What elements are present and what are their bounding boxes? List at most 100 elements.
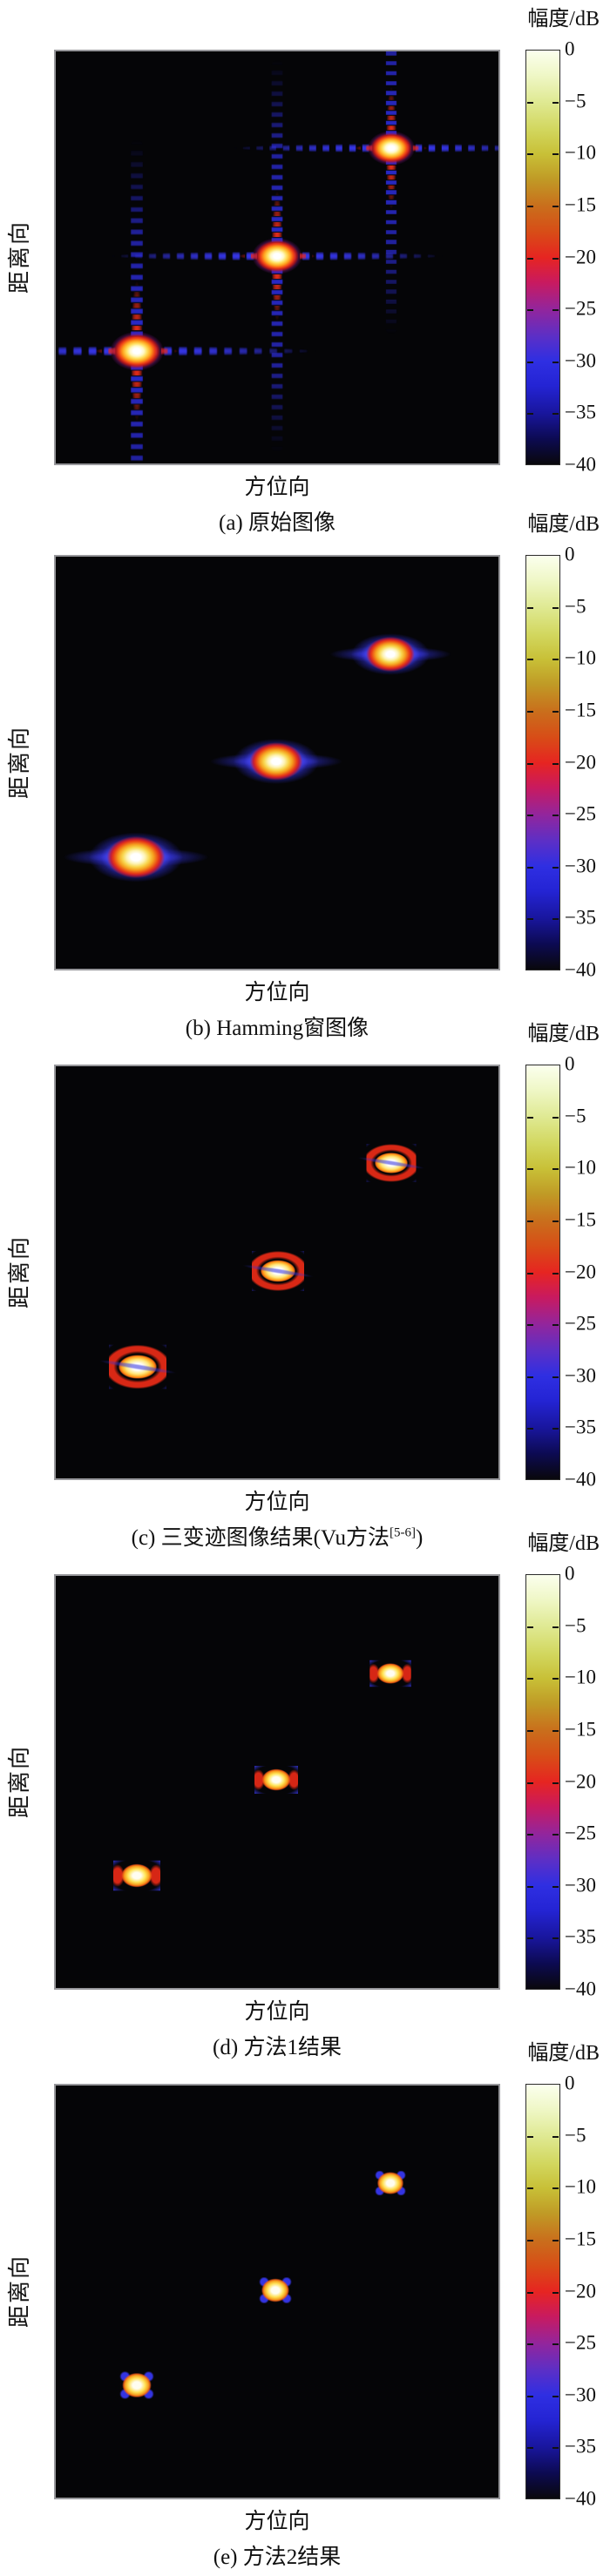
colorbar-tick-label: −30 — [565, 349, 596, 372]
target-lobe — [374, 2170, 406, 2196]
caption-text: (d) 方法1结果 — [213, 2036, 342, 2059]
y-axis-label: 距离向 — [7, 726, 32, 800]
x-axis-label: 方位向 — [244, 981, 310, 1004]
colorbar-tick-mark — [552, 710, 559, 713]
target-lobe — [366, 1143, 417, 1182]
target-lobe — [251, 1250, 304, 1291]
colorbar-tick-mark — [552, 309, 559, 312]
colorbar-tick-label: −10 — [565, 646, 596, 669]
sar-image-c — [54, 1065, 500, 1480]
colorbar-tick-mark — [527, 1937, 533, 1940]
colorbar-tick-mark — [552, 1885, 559, 1888]
colorbar-ticks: 0 −5 −10 −15 −20 −25 −30 −35 −40 — [565, 1053, 610, 1490]
colorbar-tick-label: −5 — [565, 595, 586, 618]
colorbar-tick-label: −5 — [565, 1614, 586, 1637]
colorbar-tick-label: −40 — [565, 1468, 596, 1491]
colorbar-tick-label: 0 — [565, 1052, 575, 1075]
x-axis-label: 方位向 — [244, 2510, 310, 2533]
target-lobe — [248, 740, 305, 781]
colorbar-tick-mark — [552, 2291, 559, 2294]
colorbar-tick-mark — [552, 2343, 559, 2346]
colorbar-tick-label: −35 — [565, 1925, 596, 1948]
colorbar-tick-label: −20 — [565, 1770, 596, 1793]
colorbar-tick-mark — [527, 918, 533, 921]
colorbar-ticks: 0 −5 −10 −15 −20 −25 −30 −35 −40 — [565, 2072, 610, 2509]
sar-image-a — [54, 50, 500, 465]
colorbar-tick-mark — [527, 1428, 533, 1430]
colorbar-tick-label: −20 — [565, 751, 596, 774]
colorbar-tick-label: −5 — [565, 1105, 586, 1127]
colorbar-ticks: 0 −5 −10 −15 −20 −25 −30 −35 −40 — [565, 544, 610, 980]
colorbar-tick-label: 0 — [565, 2072, 575, 2094]
colorbar-tick-mark — [527, 2447, 533, 2450]
colorbar-tick-mark — [552, 1116, 559, 1119]
colorbar-tick-mark — [552, 1220, 559, 1222]
colorbar-tick-label: −40 — [565, 958, 596, 981]
colorbar-tick-label: −35 — [565, 906, 596, 929]
colorbar-tick-mark — [552, 101, 559, 104]
colorbar-tick-mark — [552, 2239, 559, 2241]
colorbar-tick-mark — [552, 1626, 559, 1628]
colorbar-tick-mark — [527, 1168, 533, 1171]
colorbar-tick-label: 0 — [565, 543, 575, 565]
caption-text: (e) 方法2结果 — [213, 2546, 342, 2569]
target-lobe — [113, 1861, 161, 1891]
colorbar-tick-label: −15 — [565, 1208, 596, 1231]
colorbar-tick-mark — [527, 606, 533, 609]
colorbar-tick-mark — [527, 1729, 533, 1732]
colorbar-tick-label: −20 — [565, 1261, 596, 1283]
colorbar-tick-mark — [552, 1272, 559, 1274]
panel-caption: (c) 三变迹图像结果(Vu方法[5-6]) — [54, 1524, 500, 1553]
target-lobe — [119, 2371, 154, 2400]
target-lobe — [105, 835, 167, 880]
y-axis-label: 距离向 — [7, 2255, 32, 2329]
colorbar-tick-mark — [527, 2291, 533, 2294]
colorbar-tick-mark — [527, 866, 533, 869]
colorbar-tick-mark — [552, 2447, 559, 2450]
colorbar-tick-mark — [552, 2135, 559, 2138]
colorbar-tick-mark — [552, 1376, 559, 1378]
colorbar-tick-mark — [552, 1428, 559, 1430]
colorbar-tick-mark — [552, 866, 559, 869]
colorbar-tick-mark — [527, 101, 533, 104]
colorbar — [525, 555, 560, 970]
target-lobe — [364, 635, 417, 673]
y-axis-label: 距离向 — [7, 1745, 32, 1819]
colorbar-tick-mark — [527, 710, 533, 713]
colorbar-title: 幅度/dB — [527, 2042, 600, 2065]
panel-caption: (a) 原始图像 — [54, 509, 500, 538]
colorbar-tick-label: −20 — [565, 246, 596, 268]
colorbar-tick-mark — [552, 762, 559, 765]
colorbar-title: 幅度/dB — [527, 513, 600, 536]
colorbar-tick-mark — [527, 762, 533, 765]
panel-caption: (e) 方法2结果 — [54, 2543, 500, 2573]
colorbar-tick-mark — [552, 1834, 559, 1836]
colorbar-tick-mark — [527, 2187, 533, 2190]
colorbar-tick-mark — [552, 205, 559, 207]
colorbar-tick-mark — [552, 413, 559, 416]
colorbar-tick-label: −20 — [565, 2280, 596, 2302]
colorbar-tick-label: −40 — [565, 1978, 596, 2000]
colorbar-tick-mark — [552, 1937, 559, 1940]
target-lobe — [109, 1344, 167, 1389]
colorbar-tick-mark — [527, 1626, 533, 1628]
colorbar-tick-mark — [527, 257, 533, 260]
colorbar-tick-mark — [527, 1678, 533, 1680]
y-axis-label: 距离向 — [7, 220, 32, 294]
caption-text: (c) 三变迹图像结果(Vu方法 — [131, 1526, 390, 1550]
colorbar-tick-mark — [552, 2395, 559, 2397]
target-lobe — [56, 346, 321, 357]
x-axis-label: 方位向 — [244, 476, 310, 499]
colorbar-tick-mark — [552, 1678, 559, 1680]
colorbar-title: 幅度/dB — [527, 1023, 600, 1045]
colorbar-tick-label: 0 — [565, 37, 575, 60]
colorbar-tick-mark — [527, 205, 533, 207]
colorbar-tick-label: −30 — [565, 2383, 596, 2406]
colorbar-tick-mark — [552, 918, 559, 921]
colorbar-tick-label: −25 — [565, 802, 596, 825]
colorbar-tick-mark — [527, 361, 533, 363]
panel-caption: (b) Hamming窗图像 — [54, 1014, 500, 1044]
colorbar — [525, 50, 560, 465]
sar-image-b — [54, 555, 500, 970]
